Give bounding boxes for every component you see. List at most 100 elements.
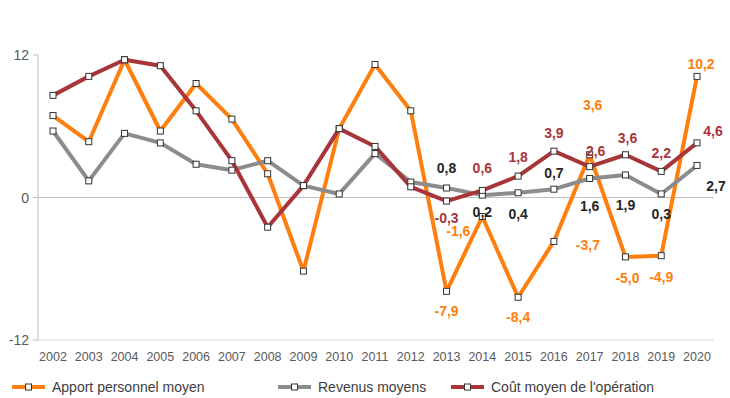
legend-line <box>451 385 484 389</box>
point-marker <box>229 158 235 164</box>
point-marker <box>336 126 342 132</box>
x-tick-label: 2013 <box>433 350 461 364</box>
y-tick <box>33 340 38 341</box>
data-label: -0,3 <box>434 210 458 226</box>
data-label: -3,7 <box>576 237 600 253</box>
x-tick-label: 2020 <box>683 350 711 364</box>
y-tick-label: -12 <box>9 332 29 348</box>
data-label: 0,6 <box>473 160 493 176</box>
legend-line <box>278 385 311 389</box>
data-label: 0,4 <box>508 206 528 222</box>
point-marker <box>444 198 450 204</box>
x-tick-label: 2007 <box>218 350 246 364</box>
chart: -120122002200320042005200620072008200920… <box>0 0 730 398</box>
x-tick-label: 2018 <box>612 350 640 364</box>
legend-line <box>12 385 45 389</box>
point-marker <box>193 161 199 167</box>
x-tick-label: 2015 <box>504 350 532 364</box>
x-tick-label: 2009 <box>290 350 318 364</box>
series-group <box>50 57 700 301</box>
point-marker <box>551 238 557 244</box>
point-marker <box>444 288 450 294</box>
x-tick-label: 2004 <box>111 350 139 364</box>
data-label: 3,9 <box>544 125 564 141</box>
point-marker <box>515 190 521 196</box>
point-marker <box>408 184 414 190</box>
x-tick-label: 2006 <box>182 350 210 364</box>
point-marker <box>336 191 342 197</box>
point-marker <box>408 108 414 114</box>
point-marker <box>444 185 450 191</box>
point-marker <box>86 139 92 145</box>
legend-label: Apport personnel moyen <box>52 379 205 395</box>
x-axis-line <box>38 197 714 198</box>
data-label: -8,4 <box>506 309 530 325</box>
legend-label: Coût moyen de l'opération <box>491 379 654 395</box>
data-label: 0,3 <box>651 206 671 222</box>
x-tick-label: 2019 <box>647 350 675 364</box>
data-label: -4,9 <box>649 269 673 285</box>
x-tick-label: 2002 <box>39 350 67 364</box>
point-marker <box>694 73 700 79</box>
point-marker <box>694 140 700 146</box>
data-label: 4,6 <box>703 123 723 139</box>
point-marker <box>265 158 271 164</box>
point-marker <box>122 130 128 136</box>
point-marker <box>515 294 521 300</box>
series-line <box>53 60 697 227</box>
x-tick-label: 2012 <box>397 350 425 364</box>
point-marker <box>694 162 700 168</box>
data-label: 2,7 <box>706 178 726 194</box>
y-tick <box>33 55 38 56</box>
point-marker <box>50 92 56 98</box>
point-marker <box>551 186 557 192</box>
point-marker <box>658 168 664 174</box>
x-tick-label: 2008 <box>254 350 282 364</box>
point-marker <box>300 183 306 189</box>
point-marker <box>265 171 271 177</box>
x-tick-label: 2016 <box>540 350 568 364</box>
point-marker <box>658 253 664 259</box>
data-label: 0,7 <box>544 165 564 181</box>
point-marker <box>157 140 163 146</box>
point-marker <box>86 178 92 184</box>
data-label: 1,9 <box>616 197 636 213</box>
x-tick-label: 2003 <box>75 350 103 364</box>
legend-label: Revenus moyens <box>318 379 426 395</box>
point-marker <box>50 128 56 134</box>
point-marker <box>193 108 199 114</box>
y-tick-label: 12 <box>13 47 29 63</box>
point-marker <box>50 113 56 119</box>
point-marker <box>300 183 306 189</box>
point-marker <box>372 151 378 157</box>
point-marker <box>157 128 163 134</box>
point-marker <box>622 254 628 260</box>
legend-marker <box>26 384 32 390</box>
data-label: 0,8 <box>437 160 457 176</box>
point-marker <box>300 268 306 274</box>
x-tick-label: 2010 <box>325 350 353 364</box>
y-tick <box>33 197 38 198</box>
legend-marker <box>465 384 471 390</box>
series-line <box>53 60 697 298</box>
x-tick-label: 2017 <box>576 350 604 364</box>
point-marker <box>587 176 593 182</box>
point-marker <box>658 191 664 197</box>
point-marker <box>265 224 271 230</box>
point-marker <box>372 62 378 68</box>
point-marker <box>551 148 557 154</box>
legend-marker <box>292 384 298 390</box>
data-label: 10,2 <box>687 56 714 72</box>
x-tick-label: 2014 <box>468 350 496 364</box>
point-marker <box>622 152 628 158</box>
point-marker <box>587 164 593 170</box>
point-marker <box>193 81 199 87</box>
point-marker <box>336 126 342 132</box>
point-marker <box>479 187 485 193</box>
plot-bottom-line <box>38 340 714 341</box>
y-tick-label: 0 <box>21 190 29 206</box>
x-tick-label: 2011 <box>362 350 389 364</box>
data-label: 2,6 <box>586 143 606 159</box>
data-label: -5,0 <box>615 270 639 286</box>
data-label: -7,9 <box>434 303 458 319</box>
